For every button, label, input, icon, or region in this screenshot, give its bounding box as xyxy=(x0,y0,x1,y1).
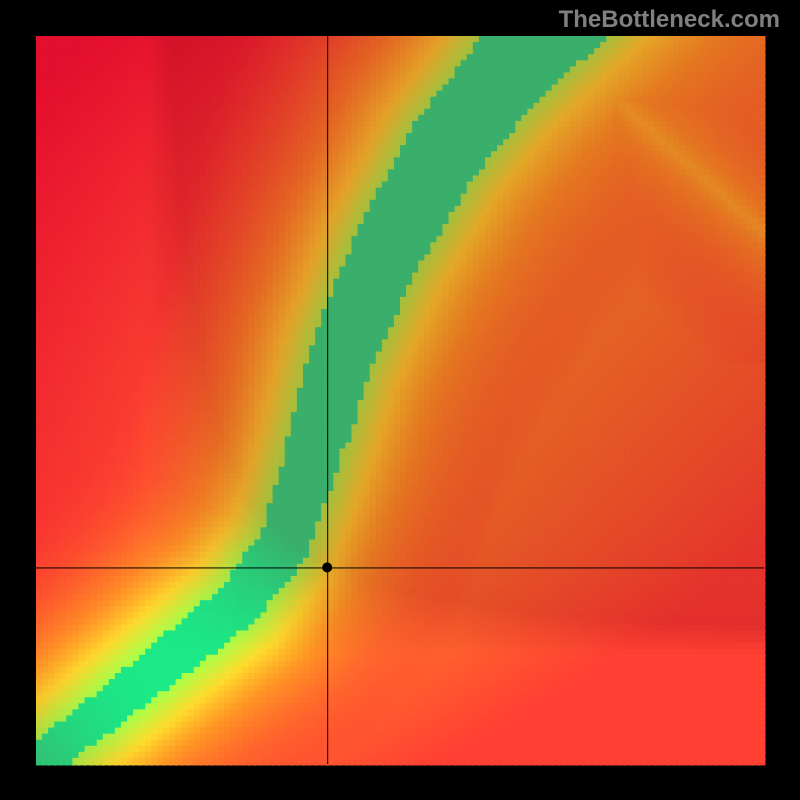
watermark-text: TheBottleneck.com xyxy=(559,6,780,34)
heatmap-canvas xyxy=(0,0,800,800)
heatmap-plot xyxy=(0,0,800,800)
